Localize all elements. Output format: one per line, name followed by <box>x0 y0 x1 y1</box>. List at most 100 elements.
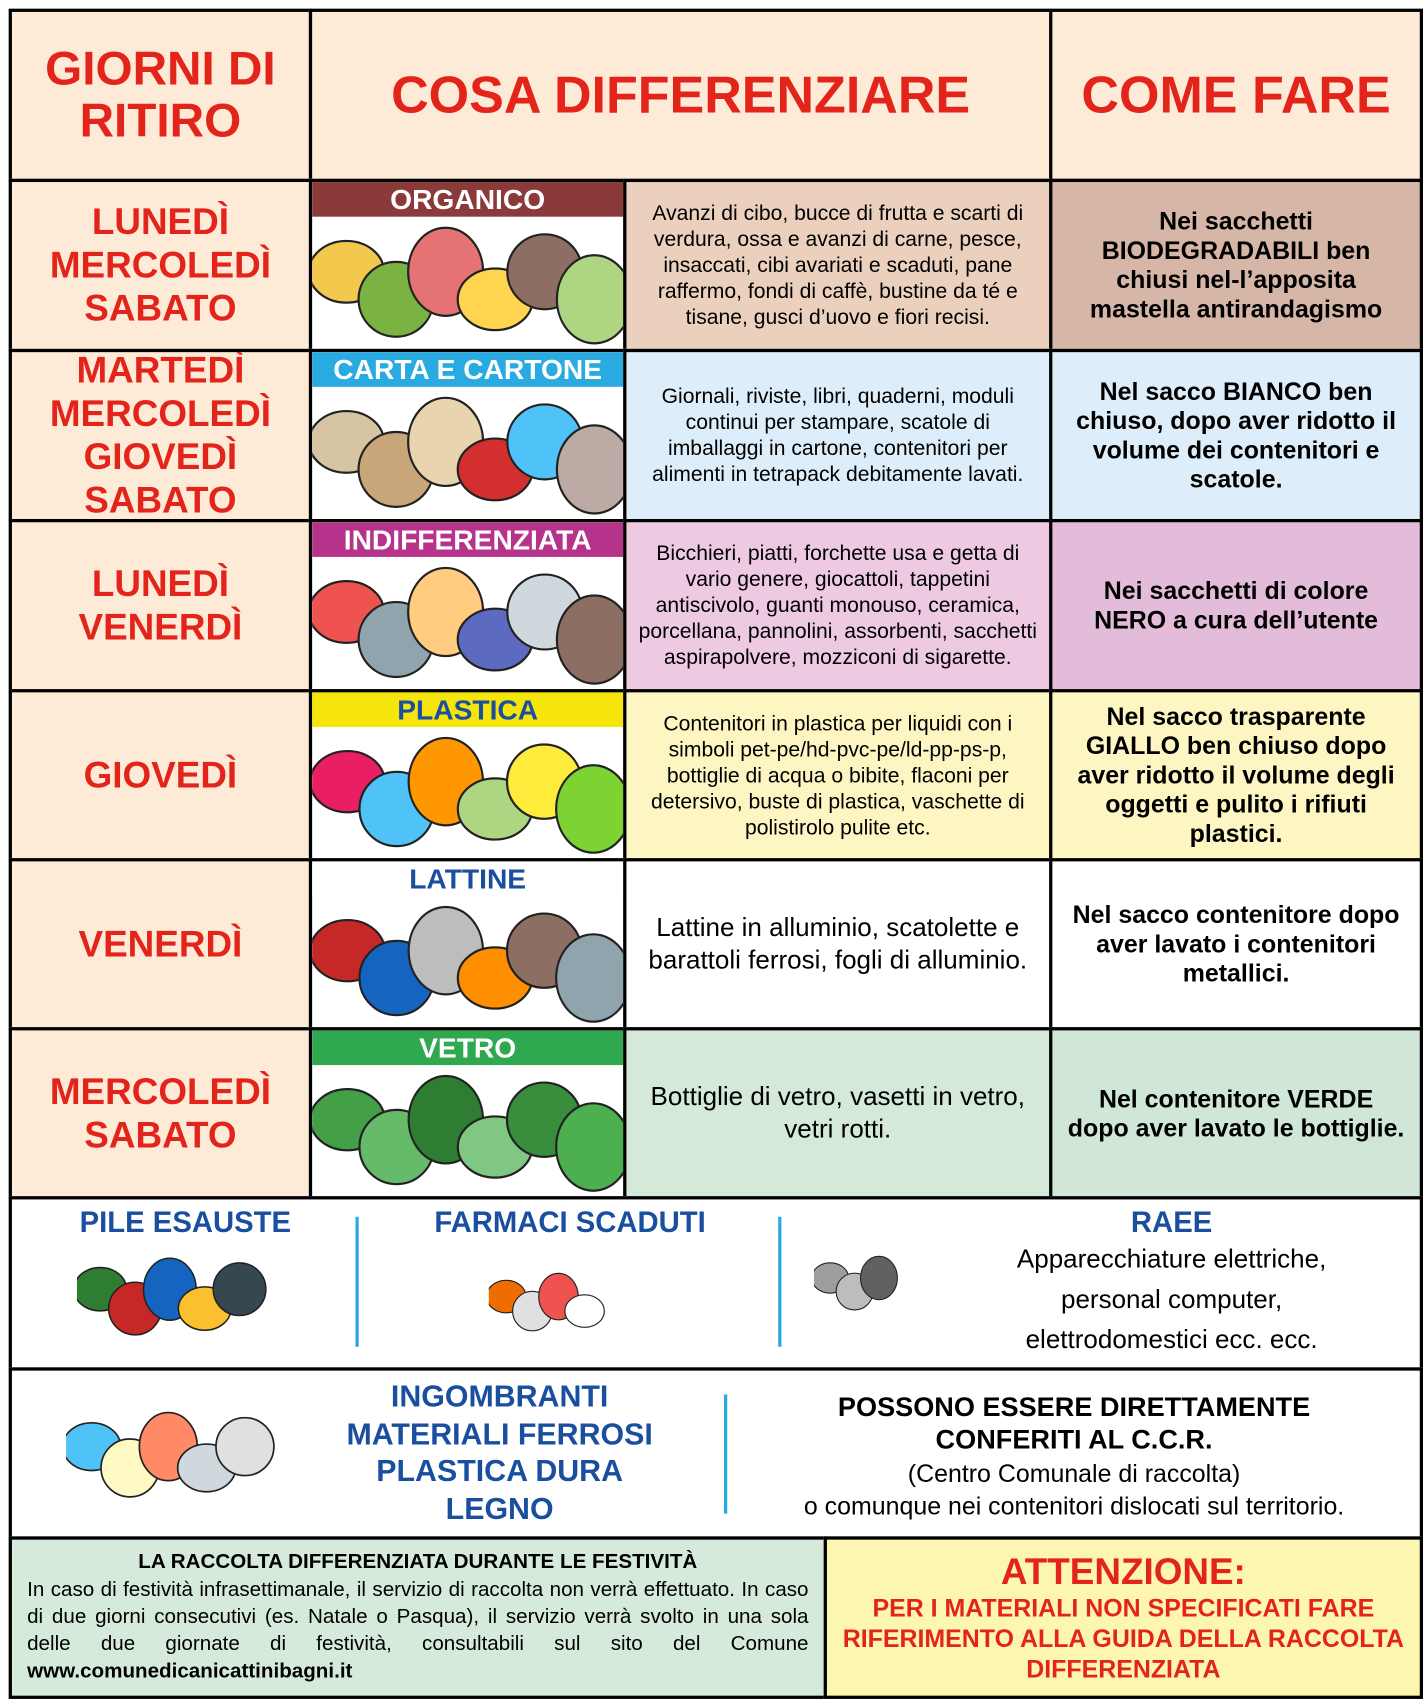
description-cell: Giornali, riviste, libri, quaderni, modu… <box>623 348 1053 523</box>
bulky-item: PLASTICA DURA <box>376 1454 623 1488</box>
description: Avanzi di cibo, bucce di frutta e scarti… <box>652 201 1024 330</box>
instructions: Nel contenitore VERDE dopo aver lavato l… <box>1067 1084 1405 1142</box>
category-label: INDIFFERENZIATA <box>312 522 624 557</box>
description-cell: Bicchieri, piatti, forchette usa e getta… <box>623 518 1053 693</box>
day: VENERDÌ <box>78 923 243 965</box>
instructions-cell: Nel contenitore VERDE dopo aver lavato l… <box>1049 1027 1423 1200</box>
description: Lattine in alluminio, scatolette e barat… <box>648 912 1028 975</box>
description-cell: Bottiglie di vetro, vasetti in vetro, ve… <box>623 1027 1053 1200</box>
category-cell: CARTA E CARTONE <box>308 348 627 523</box>
day: MERCOLEDÌ <box>49 1071 271 1113</box>
warning-title: ATTENZIONE: <box>1000 1551 1246 1593</box>
illustration <box>312 1074 624 1192</box>
day: VENERDÌ <box>78 606 243 648</box>
day: SABATO <box>84 288 237 330</box>
bulky-item: MATERIALI FERROSI <box>346 1416 653 1451</box>
category-label: VETRO <box>312 1030 624 1066</box>
bulky-item: INGOMBRANTI <box>390 1379 609 1413</box>
instructions-cell: Nel sacco contenitore dopo aver lavato i… <box>1049 858 1423 1031</box>
note-line: o comunque nei contenitori dislocati sul… <box>803 1491 1345 1521</box>
warning-text: PER I MATERIALI NON SPECIFICATI FARE RIF… <box>842 1593 1404 1683</box>
special-row: PILE ESAUSTE FARMACI SCADUTI RAEE Apparecch… <box>8 1196 1423 1371</box>
bulky-item: LEGNO <box>445 1491 554 1526</box>
illustration <box>312 905 624 1023</box>
note-title: POSSONO ESSERE DIRETTAMENTE <box>837 1392 1311 1423</box>
days-cell: LUNEDÌ VENERDÌ <box>8 518 313 693</box>
raee-text: Apparecchiature elettriche, <box>1016 1244 1327 1275</box>
day: LUNEDÌ <box>91 563 229 605</box>
days-cell: LUNEDÌ MERCOLEDÌ SABATO <box>8 178 313 353</box>
category-label: PLASTICA <box>312 692 624 728</box>
day: SABATO <box>84 479 237 522</box>
shape <box>555 424 624 515</box>
medicines-title: FARMACI SCADUTI <box>434 1205 706 1239</box>
shape <box>555 764 624 854</box>
instructions-cell: Nei sacchetti BIODEGRADABILI ben chiusi … <box>1049 178 1423 353</box>
raee-text: personal computer, <box>1060 1285 1283 1315</box>
instructions: Nel sacco contenitore dopo aver lavato i… <box>1072 900 1400 988</box>
day: LUNEDÌ <box>91 201 229 243</box>
category-label: CARTA E CARTONE <box>312 352 624 387</box>
category-cell: PLASTICA <box>308 689 627 862</box>
website: www.comunedicanicattinibagni.it <box>27 1659 353 1683</box>
illustration <box>312 566 624 685</box>
days-cell: GIOVEDÌ <box>8 689 313 862</box>
separator <box>355 1216 359 1347</box>
category-label: LATTINE <box>312 861 624 897</box>
batteries-title: PILE ESAUSTE <box>79 1205 292 1239</box>
header-what: COSA DIFFERENZIARE <box>308 8 1053 183</box>
illustration <box>312 226 624 345</box>
description: Giornali, riviste, libri, quaderni, modu… <box>652 384 1024 487</box>
header-days: GIORNI DI RITIRO <box>8 8 313 183</box>
instructions-cell: Nel sacco BIANCO ben chiuso, dopo aver r… <box>1049 348 1423 523</box>
days-cell: MARTEDÌ MERCOLEDÌ GIOVEDÌ SABATO <box>8 348 313 523</box>
instructions: Nei sacchetti di colore NERO a cura dell… <box>1094 576 1379 634</box>
note-title: CONFERITI AL C.C.R. <box>935 1424 1213 1456</box>
illustration <box>312 736 624 854</box>
bulky-row: INGOMBRANTI MATERIALI FERROSI PLASTICA DUR… <box>8 1367 1423 1540</box>
holidays-title: LA RACCOLTA DIFFERENZIATA DURANTE LE FES… <box>138 1550 698 1574</box>
days-cell: MERCOLEDÌ SABATO <box>8 1027 313 1200</box>
description: Bottiglie di vetro, vasetti in vetro, ve… <box>650 1081 1026 1144</box>
days-cell: VENERDÌ <box>8 858 313 1031</box>
shape <box>564 1294 605 1328</box>
note-line: (Centro Comunale di raccolta) <box>907 1459 1241 1488</box>
category-cell: ORGANICO <box>308 178 627 353</box>
raee-title: RAEE <box>1130 1205 1213 1239</box>
description: Contenitori in plastica per liquidi con … <box>650 711 1025 840</box>
day: GIOVEDÌ <box>83 754 238 796</box>
shape <box>215 1416 275 1477</box>
day: SABATO <box>84 1114 237 1156</box>
shape <box>859 1255 898 1301</box>
shape <box>212 1262 267 1317</box>
description-cell: Lattine in alluminio, scatolette e barat… <box>623 858 1053 1031</box>
separator <box>778 1216 782 1347</box>
description: Bicchieri, piatti, forchette usa e getta… <box>638 541 1037 670</box>
day: GIOVEDÌ <box>83 436 238 478</box>
category-cell: VETRO <box>308 1027 627 1200</box>
instructions: Nel sacco BIANCO ben chiuso, dopo aver r… <box>1076 377 1397 493</box>
holidays-body: In caso di festività infrasettimanale, i… <box>27 1578 809 1656</box>
shape <box>555 933 624 1023</box>
shape <box>555 594 624 685</box>
description-cell: Avanzi di cibo, bucce di frutta e scarti… <box>623 178 1053 353</box>
separator <box>723 1394 728 1514</box>
header-text: COSA DIFFERENZIARE <box>391 66 971 125</box>
holidays-text: In caso di festività infrasettimanale, i… <box>27 1576 808 1684</box>
category-label: ORGANICO <box>312 182 624 217</box>
shape <box>555 254 624 345</box>
description-cell: Contenitori in plastica per liquidi con … <box>623 689 1053 862</box>
instructions-cell: Nei sacchetti di colore NERO a cura dell… <box>1049 518 1423 693</box>
illustration <box>76 1257 267 1336</box>
header-how: COME FARE <box>1049 8 1423 183</box>
warning-box: ATTENZIONE: PER I MATERIALI NON SPECIFICA… <box>823 1536 1423 1699</box>
category-cell: LATTINE <box>308 858 627 1031</box>
raee-text: elettrodomestici ecc. ecc. <box>1025 1325 1318 1355</box>
header-text: GIORNI DI RITIRO <box>45 42 276 148</box>
day: MERCOLEDÌ <box>49 393 271 435</box>
illustration <box>488 1272 605 1332</box>
day: MERCOLEDÌ <box>49 244 271 287</box>
category-cell: INDIFFERENZIATA <box>308 518 627 693</box>
